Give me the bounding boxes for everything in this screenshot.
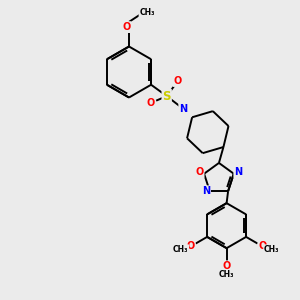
- Text: S: S: [162, 90, 171, 103]
- Text: CH₃: CH₃: [264, 245, 279, 254]
- Text: O: O: [173, 76, 181, 86]
- Text: O: O: [196, 167, 204, 177]
- Text: CH₃: CH₃: [139, 8, 155, 17]
- Text: N: N: [179, 104, 187, 114]
- Text: N: N: [234, 167, 242, 177]
- Text: CH₃: CH₃: [219, 270, 234, 279]
- Text: O: O: [187, 241, 195, 251]
- Text: O: O: [259, 241, 267, 251]
- Text: N: N: [202, 186, 210, 196]
- Text: CH₃: CH₃: [173, 245, 188, 254]
- Text: O: O: [223, 261, 231, 271]
- Text: O: O: [122, 22, 131, 32]
- Text: O: O: [147, 98, 155, 108]
